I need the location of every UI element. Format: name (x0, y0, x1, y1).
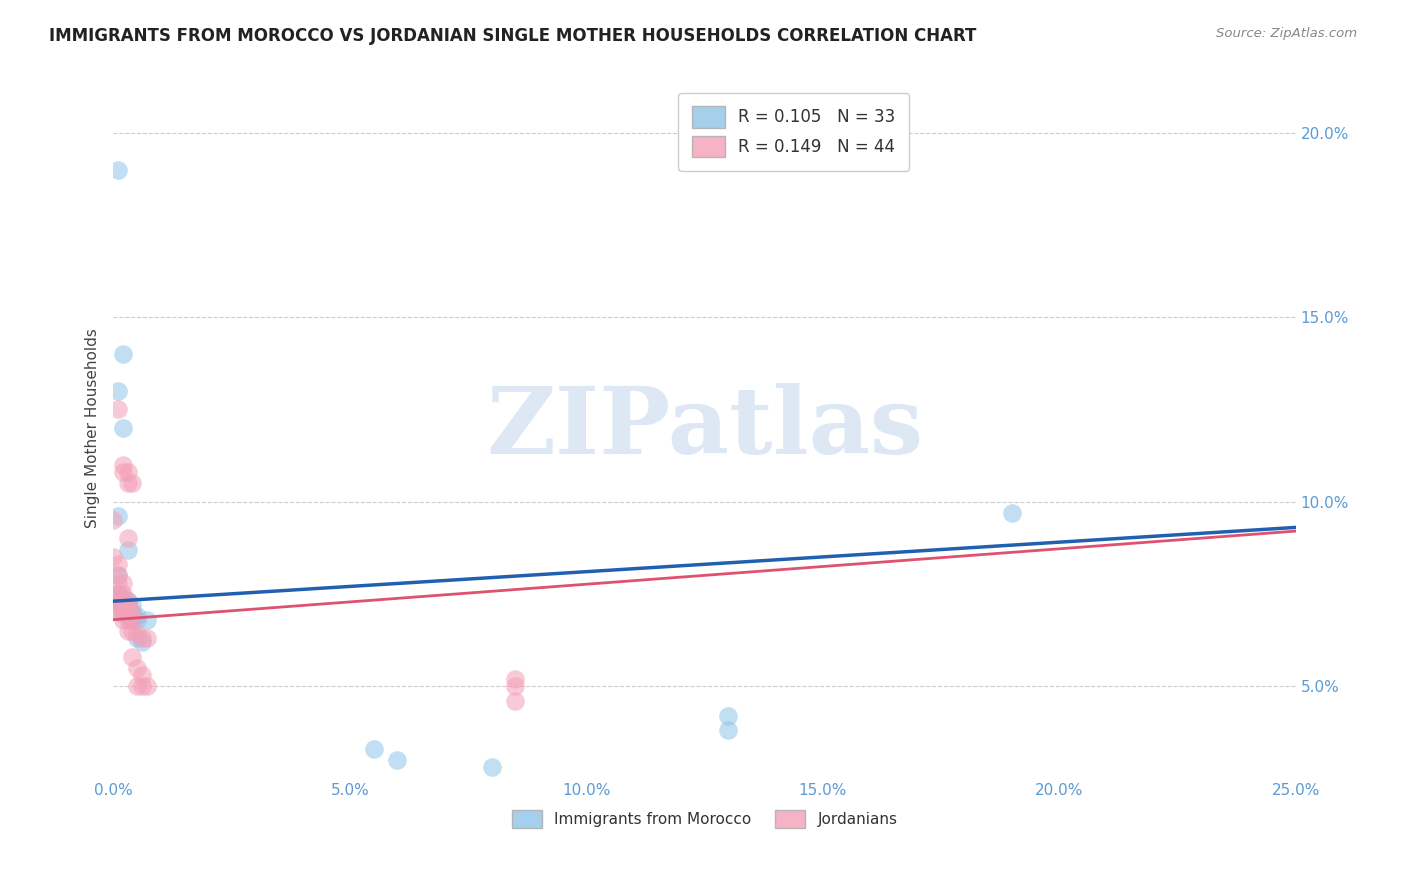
Point (117, 613, 139, 627)
Point (131, 668, 153, 682)
Point (127, 631, 149, 645)
Point (111, 347, 134, 361)
Point (717, 708, 740, 723)
Point (111, 601, 134, 615)
Point (111, 598, 134, 612)
Point (117, 594, 139, 608)
Point (127, 609, 149, 624)
Point (131, 679, 153, 693)
Point (363, 741, 385, 756)
Point (107, 509, 129, 524)
Point (117, 605, 139, 619)
Point (103, 587, 125, 601)
Point (505, 679, 527, 693)
Point (107, 558, 129, 572)
Point (111, 594, 134, 608)
Point (505, 672, 527, 686)
Point (107, 605, 129, 619)
Point (111, 421, 134, 435)
Point (107, 591, 129, 605)
Point (107, 568, 129, 582)
Point (117, 542, 139, 557)
Point (107, 594, 129, 608)
Point (505, 694, 527, 708)
Point (131, 631, 153, 645)
Point (117, 624, 139, 638)
Point (387, 753, 409, 767)
Legend: Immigrants from Morocco, Jordanians: Immigrants from Morocco, Jordanians (506, 804, 904, 834)
Point (107, 601, 129, 615)
Text: ZIPatlas: ZIPatlas (486, 383, 924, 473)
Point (117, 594, 139, 608)
Point (481, 760, 503, 774)
Point (121, 649, 143, 664)
Point (111, 594, 134, 608)
Point (107, 587, 129, 601)
Point (117, 476, 139, 491)
Point (117, 465, 139, 479)
Point (121, 613, 143, 627)
Point (135, 679, 157, 693)
Point (107, 594, 129, 608)
Point (111, 605, 134, 619)
Point (111, 613, 134, 627)
Point (107, 587, 129, 601)
Text: Source: ZipAtlas.com: Source: ZipAtlas.com (1216, 27, 1357, 40)
Point (117, 598, 139, 612)
Point (121, 598, 143, 612)
Point (117, 605, 139, 619)
Point (103, 591, 125, 605)
Point (103, 513, 125, 527)
Point (121, 624, 143, 638)
Point (117, 598, 139, 612)
Point (121, 605, 143, 619)
Point (111, 598, 134, 612)
Point (117, 532, 139, 546)
Point (111, 587, 134, 601)
Point (121, 605, 143, 619)
Point (111, 458, 134, 472)
Point (127, 660, 149, 674)
Point (127, 679, 149, 693)
Point (117, 609, 139, 624)
Y-axis label: Single Mother Households: Single Mother Households (86, 328, 100, 528)
Point (103, 549, 125, 564)
Point (135, 613, 157, 627)
Point (127, 627, 149, 641)
Point (1001, 506, 1024, 520)
Point (111, 605, 134, 619)
Point (135, 631, 157, 645)
Text: IMMIGRANTS FROM MOROCCO VS JORDANIAN SINGLE MOTHER HOUSEHOLDS CORRELATION CHART: IMMIGRANTS FROM MOROCCO VS JORDANIAN SIN… (49, 27, 977, 45)
Point (111, 591, 134, 605)
Point (717, 723, 740, 738)
Point (111, 575, 134, 590)
Point (107, 568, 129, 582)
Point (111, 465, 134, 479)
Point (107, 575, 129, 590)
Point (131, 634, 153, 648)
Point (107, 598, 129, 612)
Point (121, 476, 143, 491)
Point (111, 601, 134, 615)
Point (107, 402, 129, 417)
Point (127, 613, 149, 627)
Point (107, 162, 129, 177)
Point (121, 609, 143, 624)
Point (107, 384, 129, 398)
Point (117, 601, 139, 615)
Point (107, 598, 129, 612)
Point (121, 613, 143, 627)
